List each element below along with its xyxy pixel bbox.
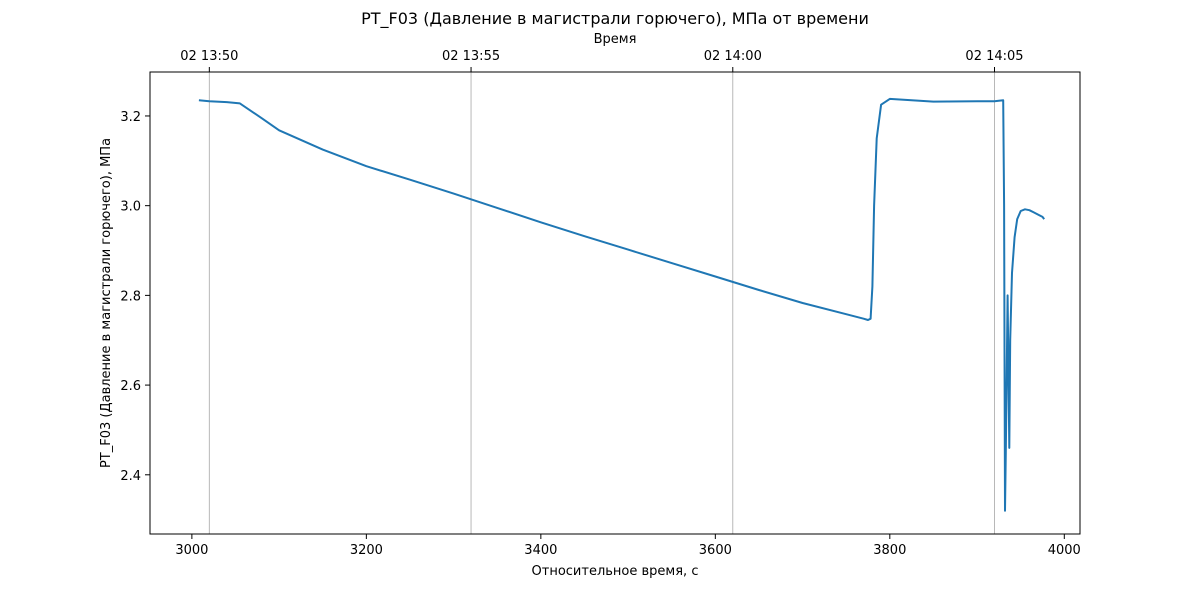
y-tick-label: 2.8 bbox=[120, 289, 141, 304]
top-tick-label: 02 14:05 bbox=[965, 49, 1023, 64]
x-tick-label: 3600 bbox=[699, 543, 732, 558]
y-axis-label: PT_F03 (Давление в магистрали горючего),… bbox=[99, 138, 114, 468]
y-tick-label: 2.4 bbox=[120, 469, 141, 484]
axes-layer: 02 13:50 02 13:55 02 14:00 02 14:05 3000 3200… bbox=[120, 49, 1081, 558]
top-tick-label: 02 13:55 bbox=[442, 49, 500, 64]
x-tick-label: 3000 bbox=[175, 543, 208, 558]
plot-area-frame bbox=[149, 71, 1081, 535]
top-tick-label: 02 14:00 bbox=[704, 49, 762, 64]
top-axis-label: Время bbox=[594, 32, 637, 47]
x-tick-label: 4000 bbox=[1048, 543, 1081, 558]
y-tick-label: 3.0 bbox=[120, 200, 141, 215]
series-line bbox=[198, 97, 1045, 512]
x-tick-label: 3400 bbox=[524, 543, 557, 558]
x-tick-label: 3800 bbox=[873, 543, 906, 558]
line-layer bbox=[198, 97, 1045, 512]
x-axis-label: Относительное время, с bbox=[532, 564, 699, 579]
chart-title: PT_F03 (Давление в магистрали горючего),… bbox=[361, 9, 869, 29]
y-tick-label: 2.6 bbox=[120, 379, 141, 394]
x-tick-label: 3200 bbox=[350, 543, 383, 558]
top-tick-label: 02 13:50 bbox=[180, 49, 238, 64]
y-tick-label: 3.2 bbox=[120, 110, 141, 125]
grid-layer bbox=[208, 72, 995, 534]
